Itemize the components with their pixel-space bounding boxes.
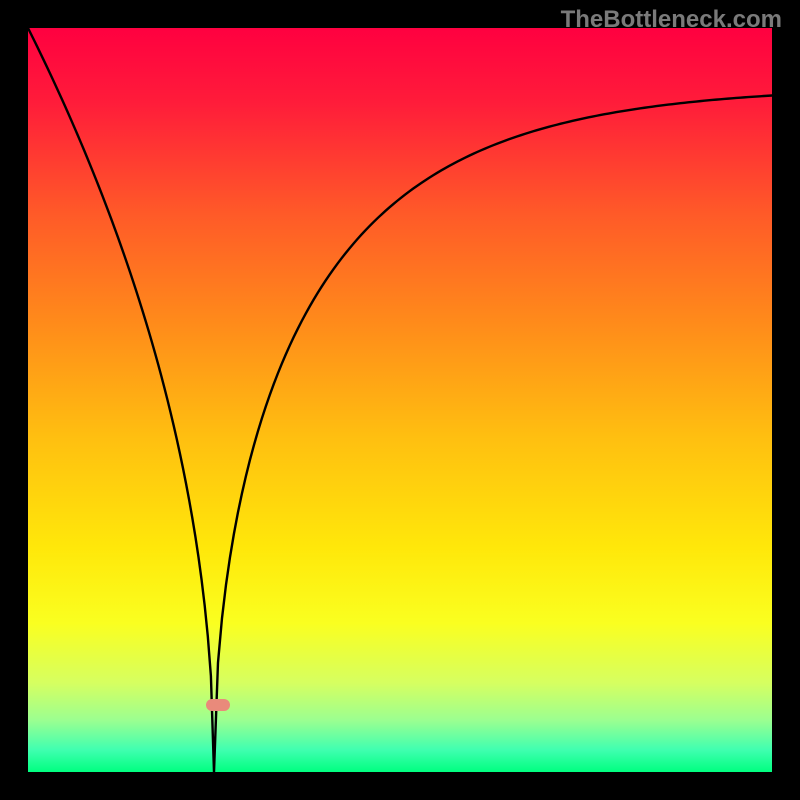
vertex-marker: [206, 699, 230, 711]
bottleneck-curve: [28, 28, 772, 772]
plot-area: [28, 28, 772, 772]
chart-frame: TheBottleneck.com: [0, 0, 800, 800]
